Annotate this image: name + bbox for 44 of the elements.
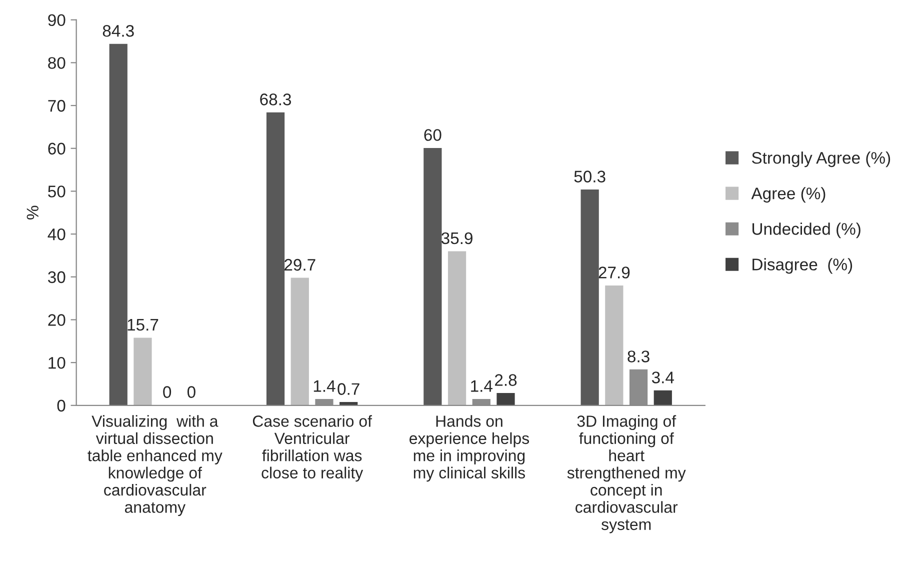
bar [448, 251, 466, 406]
data-label: 0 [163, 386, 172, 398]
data-label: 35.9 [441, 232, 472, 244]
data-label: 29.7 [284, 258, 316, 271]
y-axis-title: % [26, 206, 38, 220]
y-tick-label: 60 [48, 142, 66, 155]
bar [605, 285, 624, 406]
data-label: 8.3 [628, 350, 650, 362]
data-label: 1.4 [471, 380, 492, 392]
x-tick-label: Hands on experience helps me in improving my clinical skills [410, 415, 530, 482]
data-label: 15.7 [128, 319, 158, 331]
data-label: 68.3 [260, 94, 292, 106]
bar [424, 148, 442, 406]
data-label: 3.4 [652, 372, 674, 384]
data-label: 1.4 [314, 380, 336, 392]
y-tick-label: 30 [48, 271, 66, 284]
y-tick-label: 10 [48, 356, 66, 369]
data-label: 50.3 [574, 170, 606, 182]
y-tick-label: 0 [57, 400, 66, 412]
data-label: 84.3 [102, 25, 134, 37]
y-tick-label: 40 [48, 228, 66, 240]
bar [654, 390, 672, 406]
data-label: 0 [187, 386, 196, 398]
x-tick-label: Case scenario of Ventricular fibrillation was close to reality [252, 415, 372, 482]
bar [290, 278, 309, 406]
x-tick-label: Visualizing with a virtual dissection table enhanced my knowledge of cardiovascular anatomy [88, 415, 222, 516]
x-tick-label: 3D Imaging of functioning of heart strengthened my concept in cardiovascular system [567, 415, 686, 534]
y-tick-label: 50 [48, 186, 66, 198]
legend-label: Disagree (%) [752, 258, 852, 274]
legend-label: Undecided (%) [752, 222, 860, 238]
bar [134, 338, 152, 406]
legend-label: Agree (%) [751, 187, 826, 203]
bar [580, 190, 599, 406]
data-label: 0.7 [338, 383, 360, 395]
bar [496, 392, 515, 406]
data-label: 2.8 [495, 374, 517, 386]
y-tick-label: 20 [48, 314, 66, 326]
y-tick-label: 90 [48, 14, 66, 26]
bar [266, 112, 285, 406]
y-tick-label: 80 [48, 57, 66, 69]
bar [109, 44, 128, 406]
legend-label: Strongly Agree (%) [752, 152, 890, 168]
y-tick-label: 70 [48, 100, 66, 112]
data-label: 60 [424, 129, 442, 141]
